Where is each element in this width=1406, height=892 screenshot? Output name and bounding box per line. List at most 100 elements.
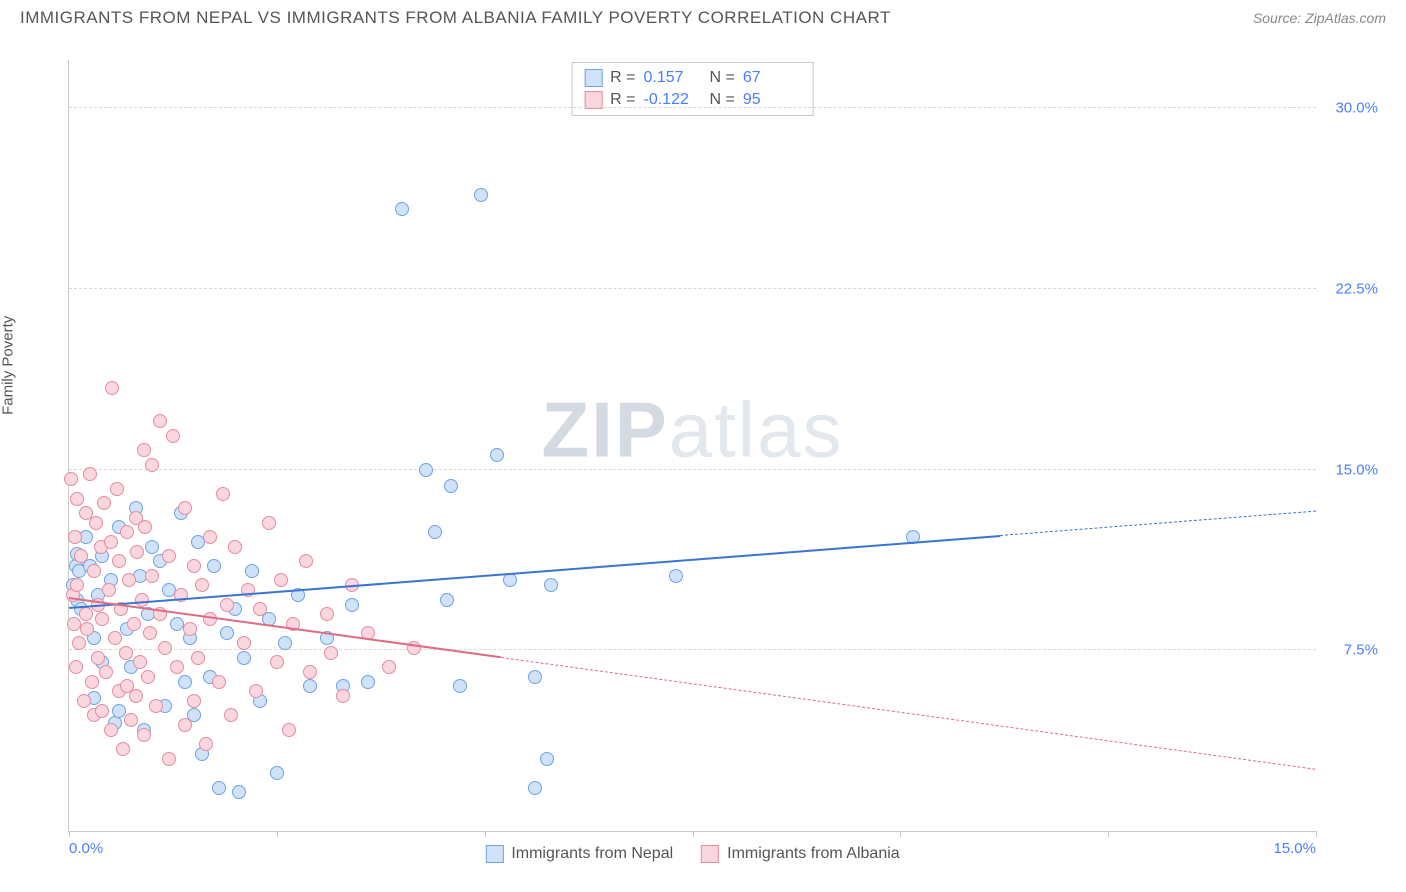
series-legend: Immigrants from NepalImmigrants from Alb… (485, 845, 899, 863)
x-tick (693, 831, 694, 837)
data-point (141, 670, 155, 684)
data-point (178, 675, 192, 689)
plot-area: ZIPatlas R = 0.157N = 67R = -0.122N = 95… (68, 60, 1316, 832)
data-point (540, 752, 554, 766)
data-point (528, 670, 542, 684)
data-point (95, 612, 109, 626)
x-tick (1316, 831, 1317, 837)
legend-row: R = 0.157N = 67 (584, 67, 801, 89)
data-point (224, 708, 238, 722)
data-point (270, 766, 284, 780)
data-point (212, 781, 226, 795)
chart-title: IMMIGRANTS FROM NEPAL VS IMMIGRANTS FROM… (20, 8, 891, 28)
data-point (158, 641, 172, 655)
trend-line (69, 535, 1000, 609)
data-point (249, 684, 263, 698)
data-point (361, 675, 375, 689)
data-point (138, 520, 152, 534)
x-tick (1108, 831, 1109, 837)
legend-swatch (701, 845, 719, 863)
watermark: ZIPatlas (541, 385, 843, 476)
gridline (69, 107, 1316, 108)
data-point (74, 549, 88, 563)
data-point (419, 463, 433, 477)
data-point (137, 728, 151, 742)
gridline (69, 649, 1316, 650)
chart-source: Source: ZipAtlas.com (1253, 10, 1386, 26)
legend-item: Immigrants from Nepal (485, 845, 673, 863)
data-point (105, 381, 119, 395)
data-point (143, 626, 157, 640)
data-point (133, 655, 147, 669)
data-point (299, 554, 313, 568)
data-point (195, 578, 209, 592)
y-tick-label: 15.0% (1335, 461, 1378, 478)
data-point (178, 501, 192, 515)
data-point (320, 607, 334, 621)
data-point (528, 781, 542, 795)
data-point (199, 737, 213, 751)
data-point (278, 636, 292, 650)
chart-container: Family Poverty ZIPatlas R = 0.157N = 67R… (20, 40, 1386, 872)
data-point (187, 559, 201, 573)
data-point (85, 675, 99, 689)
y-tick-label: 22.5% (1335, 280, 1378, 297)
data-point (303, 679, 317, 693)
legend-label: Immigrants from Nepal (511, 845, 673, 863)
data-point (69, 660, 83, 674)
data-point (162, 752, 176, 766)
data-point (382, 660, 396, 674)
legend-r-label: R = (610, 69, 635, 87)
data-point (262, 516, 276, 530)
data-point (72, 636, 86, 650)
data-point (67, 617, 81, 631)
data-point (336, 689, 350, 703)
data-point (220, 598, 234, 612)
data-point (270, 655, 284, 669)
data-point (324, 646, 338, 660)
data-point (212, 675, 226, 689)
data-point (64, 472, 78, 486)
data-point (444, 479, 458, 493)
legend-swatch (485, 845, 503, 863)
gridline (69, 469, 1316, 470)
data-point (187, 694, 201, 708)
data-point (120, 525, 134, 539)
data-point (137, 443, 151, 457)
data-point (395, 202, 409, 216)
gridline (69, 288, 1316, 289)
trend-line (501, 657, 1316, 770)
data-point (149, 699, 163, 713)
data-point (178, 718, 192, 732)
data-point (122, 573, 136, 587)
data-point (669, 569, 683, 583)
legend-n-label: N = (710, 69, 735, 87)
data-point (544, 578, 558, 592)
data-point (70, 578, 84, 592)
data-point (191, 651, 205, 665)
data-point (303, 665, 317, 679)
data-point (232, 785, 246, 799)
data-point (245, 564, 259, 578)
x-tick (485, 831, 486, 837)
data-point (153, 414, 167, 428)
data-point (79, 607, 93, 621)
legend-r-value: 0.157 (644, 69, 702, 87)
data-point (112, 704, 126, 718)
data-point (428, 525, 442, 539)
data-point (145, 569, 159, 583)
data-point (116, 742, 130, 756)
data-point (129, 689, 143, 703)
data-point (274, 573, 288, 587)
data-point (97, 496, 111, 510)
data-point (104, 723, 118, 737)
x-tick (69, 831, 70, 837)
data-point (83, 467, 97, 481)
data-point (228, 540, 242, 554)
x-tick (277, 831, 278, 837)
data-point (99, 665, 113, 679)
data-point (345, 598, 359, 612)
data-point (89, 516, 103, 530)
data-point (216, 487, 230, 501)
trend-line (1000, 511, 1316, 536)
